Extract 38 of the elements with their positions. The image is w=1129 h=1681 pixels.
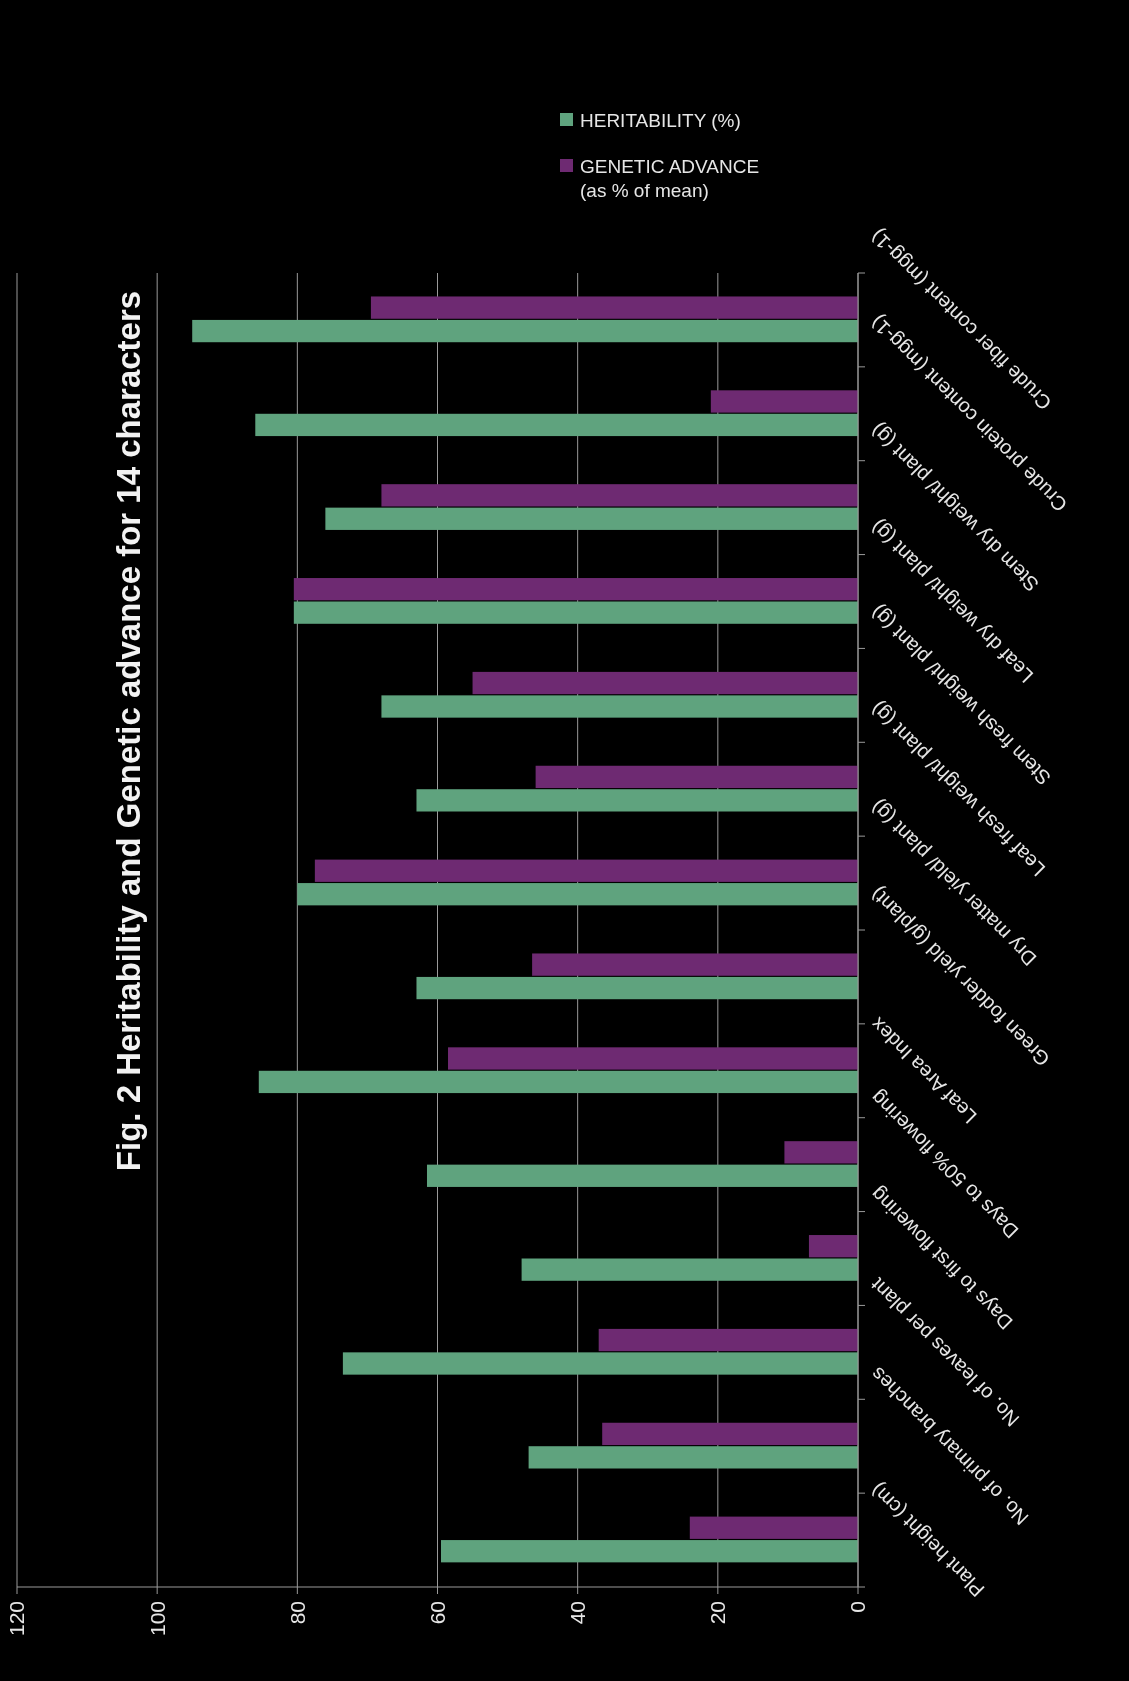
bar [314, 859, 858, 882]
bar [426, 1164, 858, 1187]
bar [689, 1516, 858, 1539]
bar [258, 1070, 858, 1094]
bar [602, 1422, 858, 1446]
bar [293, 578, 858, 601]
text: Fig. 2 Heritability and Genetic advance for 14 characters [110, 290, 147, 1172]
bar [441, 1540, 858, 1563]
bar [808, 1235, 858, 1258]
bar [297, 883, 858, 906]
bar [598, 1328, 858, 1352]
bar [370, 296, 858, 319]
bar [192, 319, 858, 343]
bar [532, 953, 858, 976]
bar [528, 1446, 858, 1469]
x-tick-label: 0 [846, 1601, 870, 1613]
x-tick-label: 100 [145, 1601, 169, 1637]
x-tick-label: 60 [425, 1601, 449, 1625]
legend-label: GENETIC ADVANCE (as % of mean) [580, 155, 760, 201]
bar [381, 695, 858, 718]
bar [342, 1352, 858, 1375]
bar [448, 1047, 858, 1070]
bar [472, 671, 858, 695]
bar [521, 1258, 858, 1281]
x-tick-label: 20 [706, 1601, 730, 1625]
bar [293, 601, 858, 624]
x-tick-label: 80 [285, 1601, 309, 1625]
x-tick-label: 40 [566, 1601, 590, 1625]
legend-label: HERITABILITY (%) [580, 109, 741, 131]
bar [255, 413, 858, 437]
bar [325, 507, 858, 530]
bar [416, 789, 858, 812]
x-tick-label: 120 [5, 1601, 29, 1637]
bar [710, 390, 858, 413]
bar [784, 1141, 858, 1164]
bar [535, 765, 858, 789]
bar [381, 484, 858, 507]
bar [416, 976, 858, 1000]
